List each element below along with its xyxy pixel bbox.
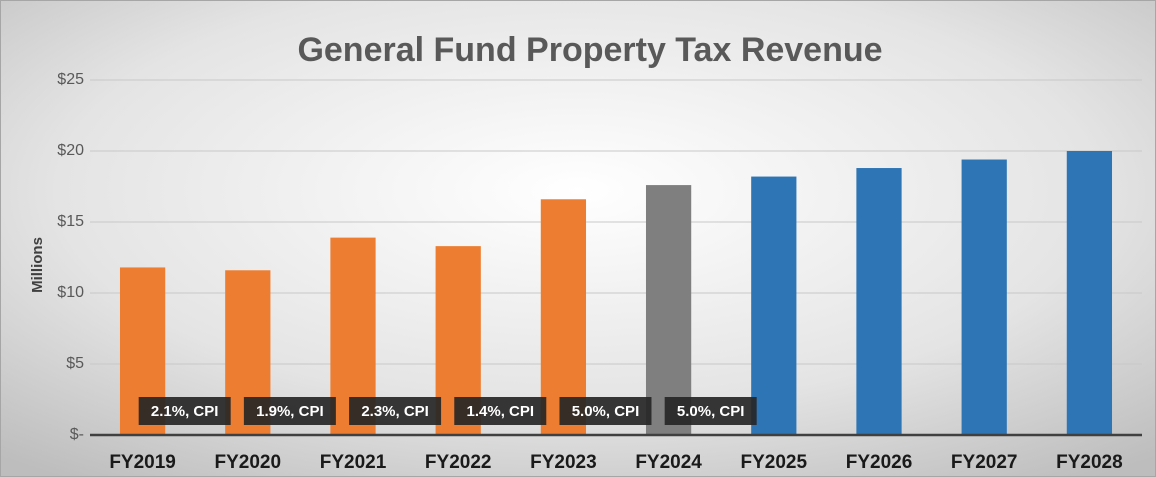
annotation: 2.1%, CPI: [151, 403, 219, 420]
x-tick-label: FY2021: [320, 452, 387, 473]
x-tick-label: FY2023: [530, 452, 597, 473]
chart-title: General Fund Property Tax Revenue: [297, 31, 882, 69]
annotation: 1.4%, CPI: [467, 403, 535, 420]
annotation: 2.3%, CPI: [361, 403, 429, 420]
x-tick-label: FY2026: [846, 452, 913, 473]
bar: [856, 168, 902, 436]
x-tick-label: FY2019: [109, 452, 176, 473]
x-tick-label: FY2024: [635, 452, 702, 473]
y-axis-label: Millions: [29, 237, 46, 293]
annotation-box: [664, 397, 757, 425]
bar: [961, 159, 1007, 435]
y-tick-label: $25: [57, 71, 84, 88]
annotation-box: [243, 397, 336, 425]
annotation-box: [559, 397, 652, 425]
x-tick-label: FY2022: [425, 452, 492, 473]
annotation: 5.0%, CPI: [572, 403, 640, 420]
y-tick-label: $15: [57, 213, 84, 230]
x-tick-label: FY2028: [1056, 452, 1123, 473]
annotation-box: [454, 397, 547, 425]
x-tick-label: FY2020: [215, 452, 282, 473]
bar: [1066, 151, 1113, 435]
x-tick-label: FY2027: [951, 452, 1018, 473]
annotation-box: [349, 397, 442, 425]
y-tick-label: $10: [57, 284, 84, 301]
y-tick-label: $20: [57, 142, 84, 159]
annotation: 1.9%, CPI: [256, 403, 324, 420]
y-tick-label: $5: [66, 355, 84, 372]
x-tick-label: FY2025: [741, 452, 808, 473]
bar: [751, 176, 797, 435]
annotation: 5.0%, CPI: [677, 403, 745, 420]
bar: [645, 185, 692, 435]
annotation-box: [138, 397, 231, 425]
bar: [540, 199, 587, 435]
y-tick-label: $-: [70, 426, 84, 443]
